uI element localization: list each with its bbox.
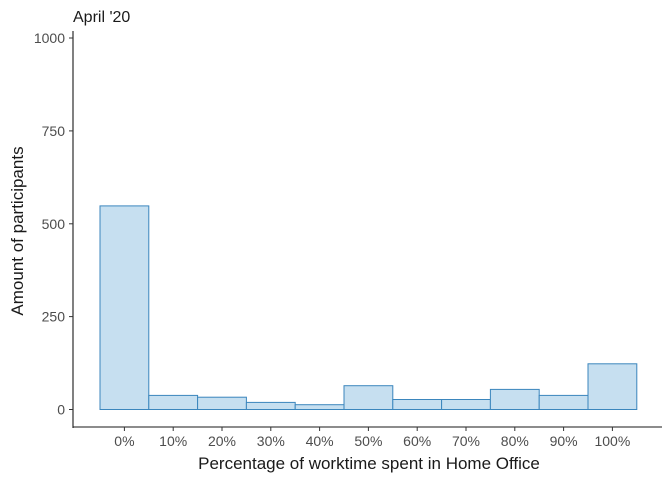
x-tick-label: 20% [208, 433, 236, 449]
bar-50pct [343, 385, 394, 411]
bar-20pct [197, 396, 247, 411]
x-tick-label: 90% [550, 433, 578, 449]
bar-0pct [99, 205, 150, 410]
y-tick-label: 750 [42, 123, 66, 139]
bar-60pct [392, 399, 443, 410]
bar-10pct [148, 394, 199, 410]
x-tick-label: 100% [594, 433, 630, 449]
y-tick-label: 500 [42, 216, 66, 232]
x-tick-label: 70% [452, 433, 480, 449]
bars-group [99, 205, 638, 411]
x-tick-label: 40% [306, 433, 334, 449]
y-tick-label: 250 [42, 309, 66, 325]
bar-40pct [294, 404, 345, 411]
x-tick-label: 80% [501, 433, 529, 449]
bar-100pct [587, 363, 638, 410]
bar-30pct [245, 401, 296, 410]
y-tick-label: 1000 [34, 30, 65, 46]
chart-title: April '20 [73, 9, 130, 26]
bar-70pct [441, 399, 491, 410]
x-tick-label: 0% [114, 433, 134, 449]
x-tick-label: 60% [403, 433, 431, 449]
y-axis-ticks: 0 250 500 750 1000 [34, 30, 73, 418]
x-axis-ticks: 0% 10% 20% 30% 40% 50% 60% 70% 80% 90% 100% [114, 427, 630, 449]
y-tick-label: 0 [57, 402, 65, 418]
bar-80pct [489, 388, 540, 410]
x-axis-title: Percentage of worktime spent in Home Off… [198, 454, 540, 473]
x-tick-label: 50% [354, 433, 382, 449]
x-tick-label: 30% [257, 433, 285, 449]
bar-90pct [538, 394, 589, 410]
x-tick-label: 10% [159, 433, 187, 449]
y-axis-title: Amount of participants [8, 146, 27, 315]
